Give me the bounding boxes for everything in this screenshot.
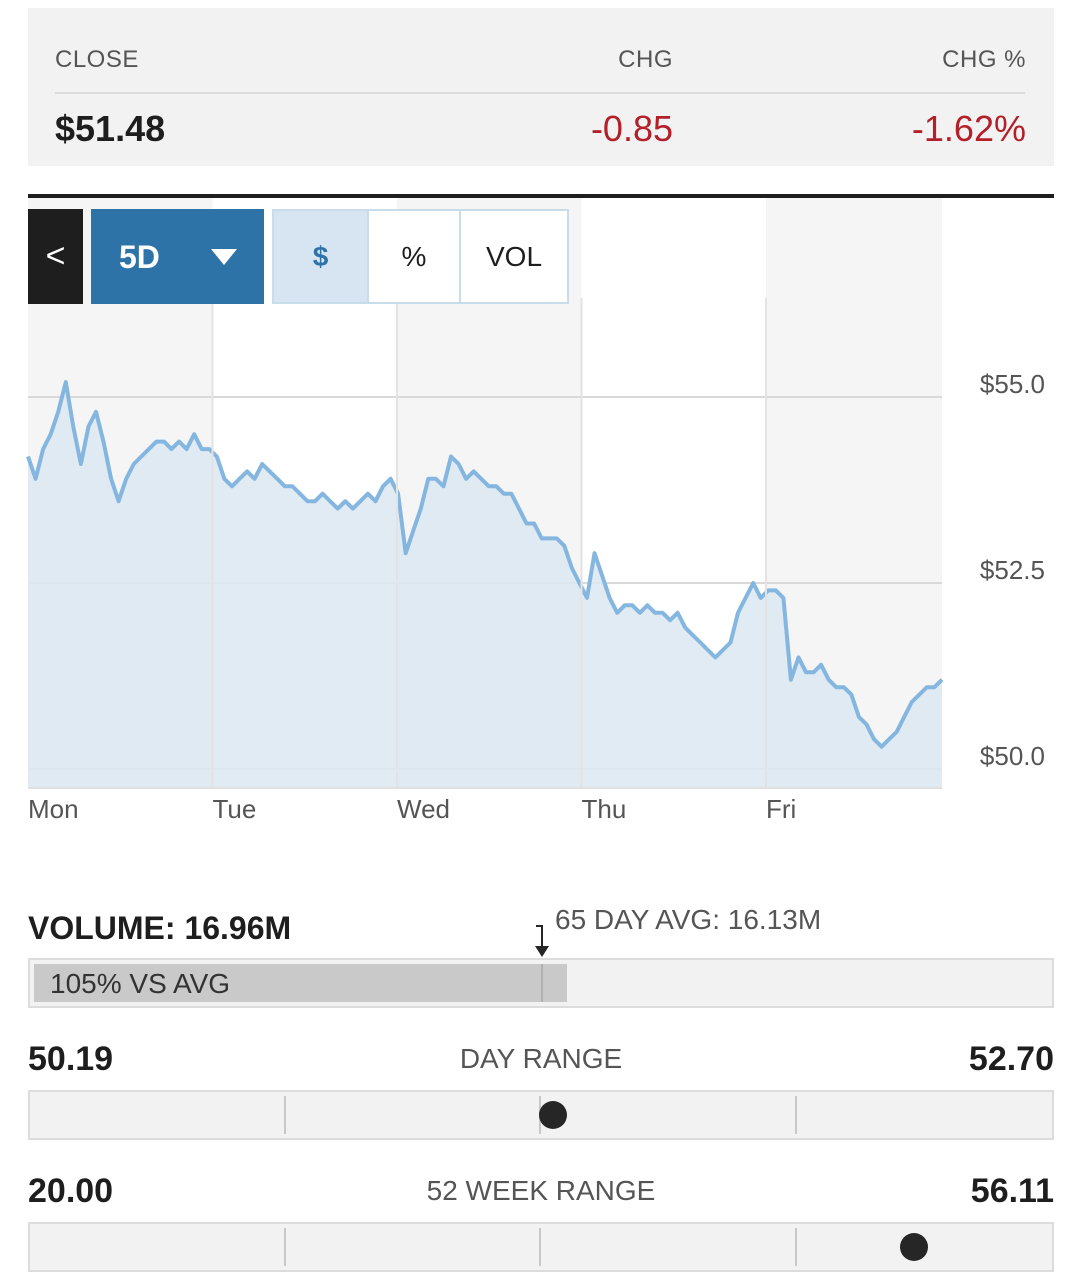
- close-label: CLOSE: [55, 46, 139, 73]
- volume-bar: 105% VS AVG: [28, 958, 1054, 1008]
- y-tick-label: $55.0: [980, 369, 1045, 399]
- chart-mode-toggle: $ % VOL: [272, 209, 569, 304]
- range-tick: [284, 1096, 286, 1134]
- chg-pct-label: CHG %: [942, 46, 1026, 73]
- volume-avg-line: [541, 964, 543, 1002]
- range-tick: [539, 1228, 541, 1266]
- mode-volume-button[interactable]: VOL: [485, 240, 543, 272]
- week52-range-indicator: [900, 1233, 929, 1261]
- chart-back-button[interactable]: <: [28, 209, 83, 304]
- price-chart[interactable]: $55.0 $52.5 $50.0 Mon Tue Wed Thu Fri: [0, 198, 1080, 838]
- y-tick-label: $50.0: [980, 741, 1045, 771]
- volume-pct-label: 105% VS AVG: [50, 968, 231, 999]
- price-area-fill: [28, 382, 942, 787]
- day-range-low: 50.19: [28, 1040, 114, 1078]
- range-tick: [795, 1096, 797, 1134]
- caret-down-icon: [211, 249, 237, 265]
- range-select-label: 5D: [119, 239, 160, 275]
- week52-range-bar: [28, 1222, 1054, 1272]
- quote-divider: [55, 92, 1025, 94]
- volume-avg-label: 65 DAY AVG: 16.13M: [555, 904, 822, 935]
- chg-value: -0.85: [590, 108, 673, 149]
- chg-pct-value: -1.62%: [911, 108, 1026, 149]
- y-tick-label: $52.5: [980, 555, 1045, 585]
- volume-title: VOLUME: 16.96M: [28, 910, 292, 946]
- day-range-indicator: [539, 1101, 568, 1129]
- day-range-bar: [28, 1090, 1054, 1140]
- chevron-left-icon: <: [45, 237, 66, 275]
- volume-bar-fill: [34, 964, 568, 1002]
- week52-range-title: 52 WEEK RANGE: [426, 1175, 656, 1206]
- mode-dollar-button[interactable]: $: [274, 211, 369, 302]
- chg-label: CHG: [618, 46, 673, 73]
- x-tick-label: Wed: [397, 794, 450, 824]
- x-tick-label: Mon: [28, 794, 79, 824]
- range-tick: [284, 1228, 286, 1266]
- x-tick-label: Tue: [213, 794, 257, 824]
- day-range-high: 52.70: [968, 1040, 1054, 1078]
- axis-area: [942, 198, 1054, 828]
- quote-summary: CLOSE CHG CHG % $51.48 -0.85 -1.62%: [28, 8, 1054, 166]
- range-select[interactable]: 5D: [91, 209, 264, 304]
- section-rule: [28, 194, 1054, 198]
- x-tick-label: Thu: [582, 794, 627, 824]
- price-line: [26, 380, 944, 749]
- day-range-title: DAY RANGE: [459, 1043, 623, 1074]
- arrow-down-icon: [535, 925, 549, 957]
- x-tick-label: Fri: [766, 794, 796, 824]
- mode-percent-button[interactable]: %: [369, 211, 461, 302]
- range-tick: [795, 1228, 797, 1266]
- week52-range-low: 20.00: [28, 1172, 114, 1210]
- close-value: $51.48: [55, 108, 166, 149]
- week52-range-high: 56.11: [970, 1172, 1054, 1210]
